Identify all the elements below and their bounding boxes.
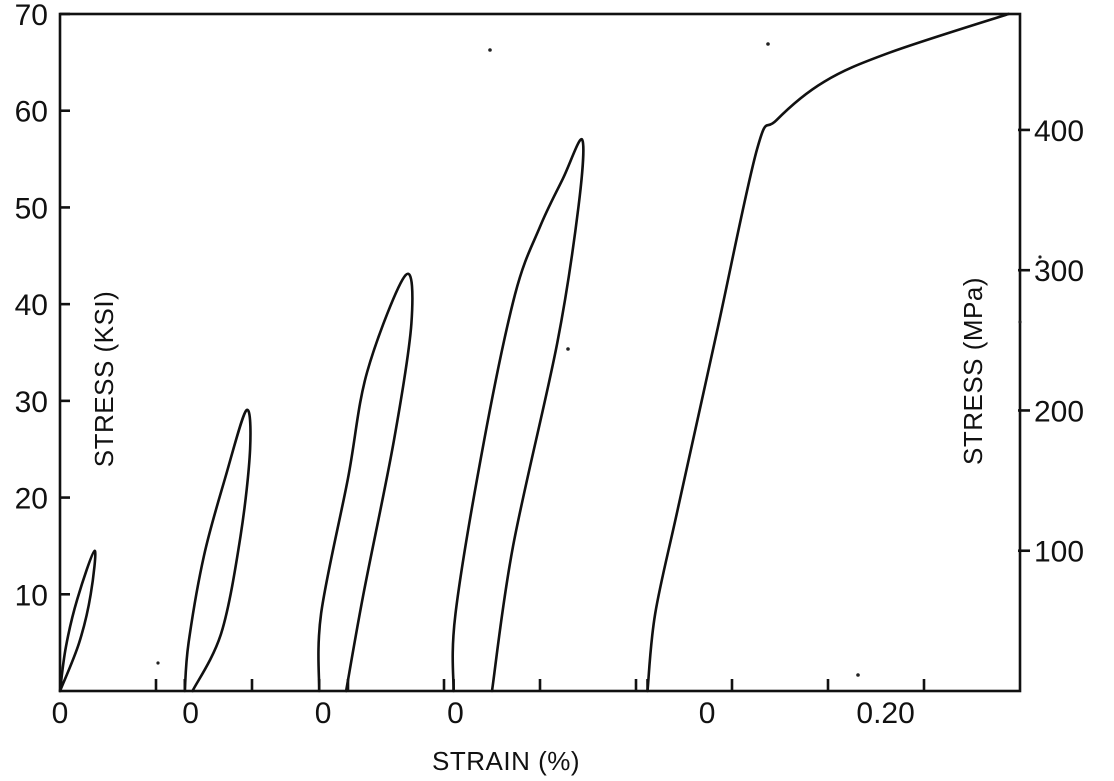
y-tick-label-right: 100 xyxy=(1034,536,1084,569)
y-tick-label-right: 400 xyxy=(1034,115,1084,148)
x-tick-label: 0 xyxy=(315,697,332,730)
y-tick-label-left: 50 xyxy=(15,192,48,225)
x-axis-label: STRAIN (%) xyxy=(432,746,580,776)
stress-strain-curve-4 xyxy=(451,138,585,693)
x-tick-label: 0 xyxy=(182,697,199,730)
y-tick-label-left: 20 xyxy=(15,483,48,516)
stress-strain-curve-5 xyxy=(646,12,1010,693)
right-y-axis: 100 200 300 400 xyxy=(1018,115,1084,569)
y-tick-label-left: 70 xyxy=(15,0,48,32)
left-y-axis: 10 20 30 40 50 60 70 xyxy=(15,0,70,612)
y-tick-label-right: 300 xyxy=(1034,255,1084,288)
stress-strain-curve-3 xyxy=(317,272,414,693)
y-tick-label-right: 200 xyxy=(1034,395,1084,428)
plot-frame xyxy=(58,12,1022,693)
x-tick-label: 0 xyxy=(52,697,69,730)
y-axis-label-left: STRESS (KSI) xyxy=(89,291,119,467)
series-layer xyxy=(58,12,1010,693)
scan-specks xyxy=(156,42,1042,677)
x-axis: 0 0 0 0 0 0.20 xyxy=(52,679,926,730)
stress-strain-curve-2 xyxy=(183,408,252,693)
x-tick-label: 0 xyxy=(699,697,716,730)
x-tick-label: 0 xyxy=(447,697,464,730)
y-tick-label-left: 60 xyxy=(15,96,48,129)
x-tick-label: 0.20 xyxy=(856,697,914,730)
y-tick-label-left: 30 xyxy=(15,386,48,419)
y-axis-label-right: STRESS (MPa) xyxy=(958,277,988,465)
y-tick-label-left: 40 xyxy=(15,289,48,322)
stress-strain-curve-1 xyxy=(58,549,97,693)
y-tick-label-left: 10 xyxy=(15,579,48,612)
